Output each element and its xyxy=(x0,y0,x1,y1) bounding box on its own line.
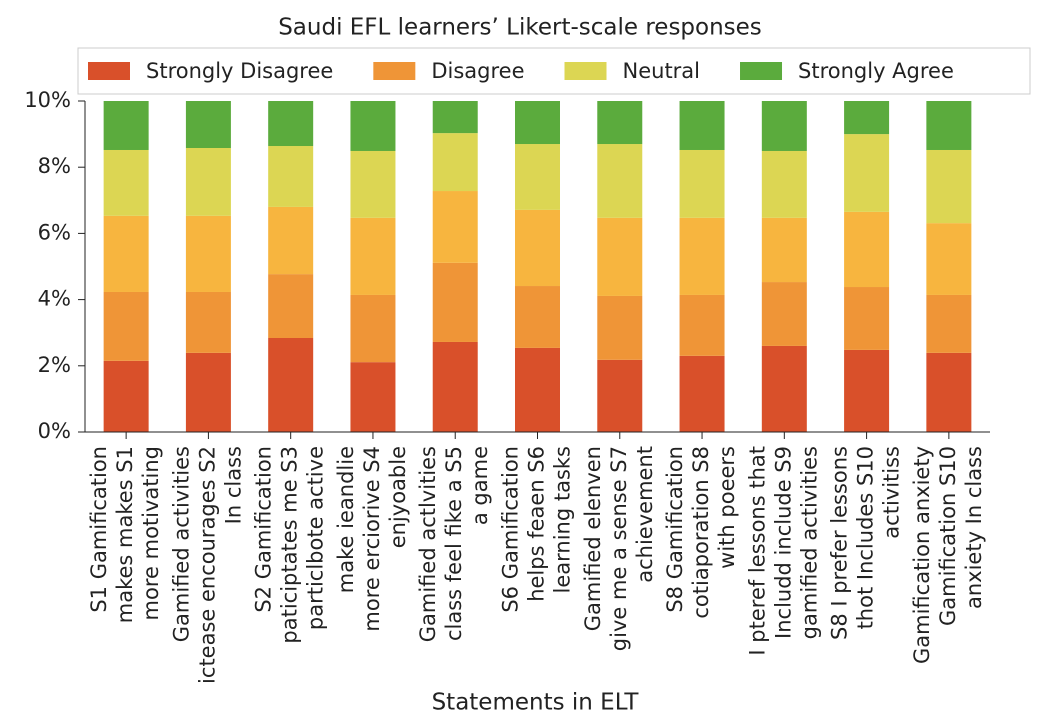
legend-label: Strongly Disagree xyxy=(146,59,333,83)
y-tick-label: 10% xyxy=(24,88,71,112)
x-tick-label: S6 Gamificationhelps feaen S6learning ta… xyxy=(499,446,575,613)
bar-segment xyxy=(268,337,314,432)
bar-segment xyxy=(515,286,560,348)
bar-segment xyxy=(515,209,560,287)
bar-segment xyxy=(185,352,231,432)
bar-segment xyxy=(350,217,396,295)
bar-segment xyxy=(679,355,725,432)
bar-segment xyxy=(432,133,478,192)
bar-segment xyxy=(103,149,149,216)
bar-segment xyxy=(679,149,725,218)
x-tick-label: Gamification anxietyGamification S10anxi… xyxy=(910,446,986,664)
x-tick-label: Gamified elenvengive me a sense S7achiev… xyxy=(581,446,657,651)
y-tick-label: 4% xyxy=(38,287,71,311)
legend-swatch xyxy=(740,62,783,80)
legend-box xyxy=(77,47,1031,95)
legend-swatch xyxy=(564,62,607,80)
x-tick-label: Gamified actlvitiesclass feel fike a S5a… xyxy=(416,446,492,642)
bar-segment xyxy=(432,101,478,134)
y-tick-label: 2% xyxy=(38,353,71,377)
legend-swatch xyxy=(373,62,416,80)
x-tick-label: S8 I prefer lessonsthot Includes S10acti… xyxy=(828,446,904,640)
bar-segment xyxy=(597,359,643,432)
bar-segment xyxy=(597,144,643,218)
x-tick-label: S1 Gamificationmakes makes S1more motiva… xyxy=(87,446,163,623)
bar-segment xyxy=(597,101,643,145)
bar-segment xyxy=(350,362,396,432)
y-tick-label: 0% xyxy=(38,419,71,443)
legend-label: Disagree xyxy=(431,59,524,83)
bar-segment xyxy=(515,144,560,210)
bar-segment xyxy=(844,211,890,288)
bar-segment xyxy=(761,282,807,346)
bar-segment xyxy=(185,291,231,353)
bar-segment xyxy=(432,191,478,263)
x-tick-label: S2 Gamificationpaticiptates me S3particl… xyxy=(252,446,328,644)
y-tick-label: 6% xyxy=(38,220,71,244)
bar-segment xyxy=(432,341,478,432)
bar-segment xyxy=(679,217,725,295)
bar-segment xyxy=(679,294,725,356)
x-axis-label: Statements in ELT xyxy=(432,690,640,716)
bar-segment xyxy=(268,206,314,275)
bar-segment xyxy=(844,134,890,212)
x-tick-label: I pteref lessons thatIncludd include S9g… xyxy=(745,446,821,656)
bar-segment xyxy=(844,101,890,135)
bar-segment xyxy=(926,149,972,224)
bar-segment xyxy=(185,215,231,292)
bar-segment xyxy=(350,294,396,363)
legend-label: Neutral xyxy=(623,59,701,83)
bar-segment xyxy=(185,148,231,216)
bar-segment xyxy=(185,101,231,149)
bar-segment xyxy=(350,150,396,218)
bar-segment xyxy=(926,352,972,432)
legend-label: Strongly Agree xyxy=(798,59,954,83)
bar-segment xyxy=(926,101,972,150)
bar-segment xyxy=(761,150,807,218)
bar-segment xyxy=(103,101,149,150)
y-tick-label: 8% xyxy=(38,154,71,178)
bar-segment xyxy=(268,146,314,207)
bar-segment xyxy=(515,347,560,432)
bar-segment xyxy=(597,217,643,296)
bar-segment xyxy=(268,101,314,147)
legend-swatch xyxy=(88,62,130,80)
bar-segment xyxy=(103,360,149,432)
bar-segment xyxy=(926,294,972,353)
bar-segment xyxy=(926,223,972,295)
bar-segment xyxy=(761,217,807,283)
chart-title: Saudi EFL learners’ Likert-scale respons… xyxy=(278,15,762,41)
bar-segment xyxy=(844,349,890,432)
bar-segment xyxy=(432,262,478,342)
x-tick-label: S8 Gamificationcotiaporation S8with poee… xyxy=(663,446,739,619)
bar-segment xyxy=(103,215,149,292)
bar-segment xyxy=(350,101,396,151)
x-tick-label: Gamified activitiesictease encourages S2… xyxy=(169,446,245,684)
x-tick-label: make ieandliemore erciorive S4enjyoable xyxy=(334,446,410,632)
bar-segment xyxy=(761,101,807,151)
bar-segment xyxy=(597,295,643,360)
bar-segment xyxy=(844,287,890,350)
bar-segment xyxy=(268,274,314,338)
bar-segment xyxy=(679,101,725,150)
bar-segment xyxy=(103,291,149,361)
bar-segment xyxy=(515,101,560,145)
bar-segment xyxy=(761,345,807,432)
